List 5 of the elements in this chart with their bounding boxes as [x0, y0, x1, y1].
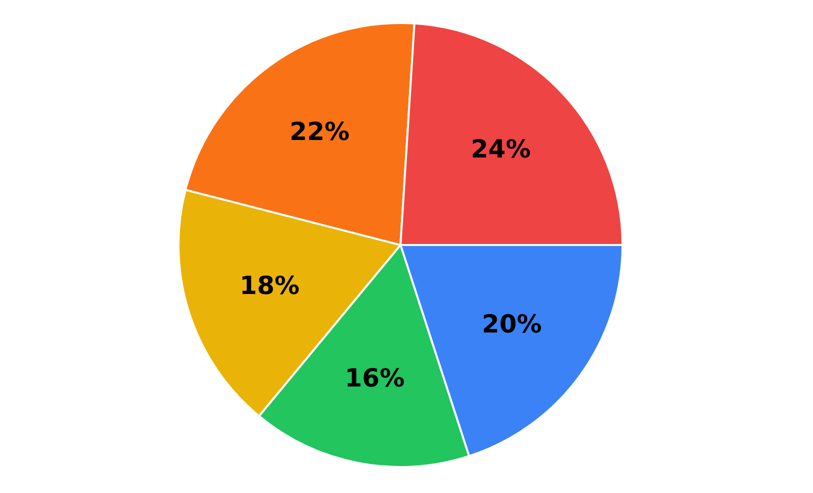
data-label: 18% — [240, 271, 300, 300]
data-label: 24% — [470, 134, 531, 164]
data-label: 22% — [290, 117, 350, 146]
data-label: 16% — [344, 364, 405, 393]
data-label: 20% — [482, 309, 542, 338]
